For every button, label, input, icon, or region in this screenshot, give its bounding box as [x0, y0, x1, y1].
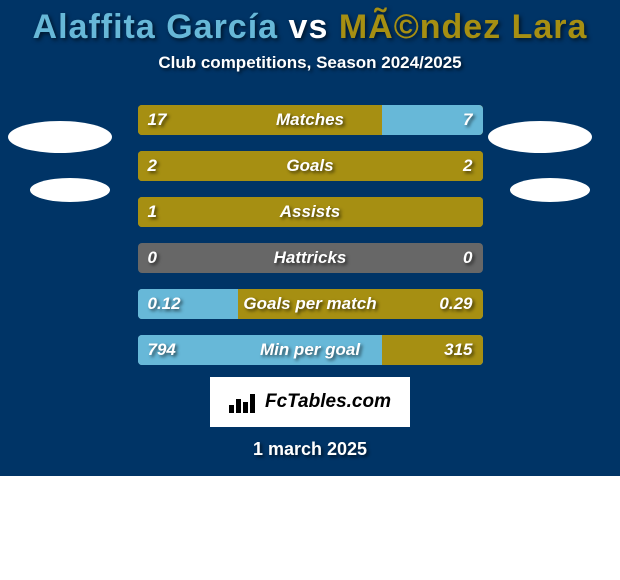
row-label: Hattricks [274, 248, 347, 268]
value-left: 1 [148, 202, 157, 222]
value-left: 0.12 [148, 294, 181, 314]
bar-fill-left [138, 105, 383, 135]
compare-row: 794 315 Min per goal [138, 335, 483, 365]
compare-row: 17 7 Matches [138, 105, 483, 135]
value-right: 7 [463, 110, 472, 130]
row-label: Goals [286, 156, 333, 176]
row-label: Min per goal [260, 340, 360, 360]
avatar-right-head-icon [488, 121, 592, 153]
compare-area: 17 7 Matches 2 2 Goals 1 Assists 0 0 Hattricks 0.12… [0, 85, 620, 377]
avatar-left-head-icon [8, 121, 112, 153]
row-label: Matches [276, 110, 344, 130]
compare-row: 1 Assists [138, 197, 483, 227]
logo-text: FcTables.com [265, 391, 391, 413]
value-right: 0.29 [439, 294, 472, 314]
value-left: 17 [148, 110, 167, 130]
header-band: Alaffita García vs MÃ©ndez Lara Club com… [0, 0, 620, 85]
value-left: 2 [148, 156, 157, 176]
avatar-left-shoulder-icon [30, 178, 110, 202]
page-title: Alaffita García vs MÃ©ndez Lara [0, 8, 620, 47]
compare-row: 0.12 0.29 Goals per match [138, 289, 483, 319]
value-left: 794 [148, 340, 176, 360]
row-label: Assists [280, 202, 340, 222]
compare-row: 2 2 Goals [138, 151, 483, 181]
fctables-logo: FcTables.com [210, 377, 410, 427]
value-right: 315 [444, 340, 472, 360]
bars-icon [229, 391, 257, 413]
value-right: 0 [463, 248, 472, 268]
compare-row: 0 0 Hattricks [138, 243, 483, 273]
row-label: Goals per match [243, 294, 376, 314]
value-right: 2 [463, 156, 472, 176]
avatar-right-shoulder-icon [510, 178, 590, 202]
title-vs: vs [289, 8, 329, 46]
footer-date: 1 march 2025 [0, 439, 620, 460]
value-left: 0 [148, 248, 157, 268]
footer-band: FcTables.com 1 march 2025 [0, 377, 620, 476]
title-player-left: Alaffita García [33, 8, 279, 46]
title-player-right: MÃ©ndez Lara [339, 8, 588, 46]
subtitle: Club competitions, Season 2024/2025 [0, 53, 620, 73]
